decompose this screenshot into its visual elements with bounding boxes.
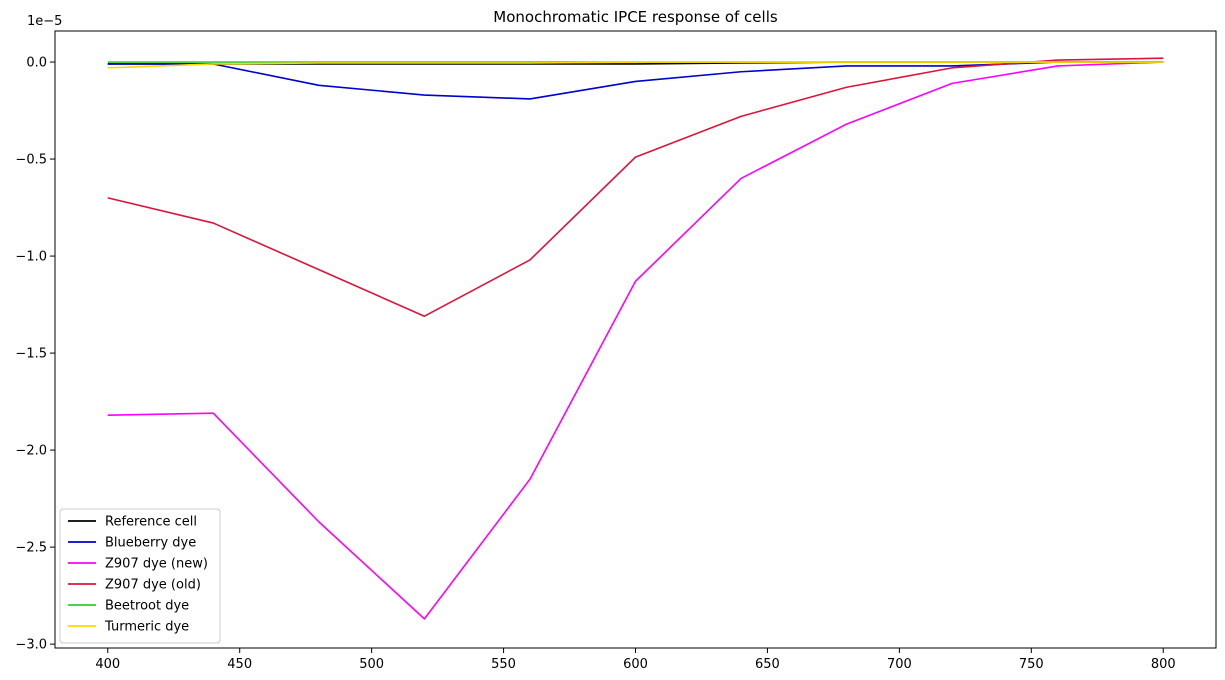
y-tick-label: 0.0 (26, 56, 47, 71)
legend-label-turmeric-dye: Turmeric dye (104, 620, 189, 635)
series-line-z907-dye-old (107, 57, 1164, 318)
chart-title: Monochromatic IPCE response of cells (493, 8, 778, 26)
x-tick-label: 450 (227, 657, 252, 672)
legend-box (59, 508, 221, 644)
x-tick-label: 700 (887, 657, 912, 672)
x-tick-label: 800 (1151, 657, 1176, 672)
plot-frame (54, 30, 1217, 649)
series-line-blueberry-dye (107, 61, 1164, 100)
y-tick-label: −1.5 (15, 347, 47, 362)
y-tick-label: −2.5 (15, 541, 47, 556)
series-line-z907-dye-new (107, 61, 1164, 620)
x-tick-label: 650 (755, 657, 780, 672)
x-tick-label: 400 (95, 657, 120, 672)
axes-layer: 400 450 500 550 600 650 700 750 800 0.0 −0.5 −1.0 −1… (15, 30, 1217, 672)
y-tick-label: −1.0 (15, 250, 47, 265)
legend-label-reference-cell: Reference cell (105, 515, 197, 530)
legend-label-blueberry-dye: Blueberry dye (105, 536, 196, 551)
x-tick-label: 750 (1019, 657, 1044, 672)
legend: Reference cell Blueberry dye Z907 dye (new… (59, 508, 221, 644)
legend-label-beetroot-dye: Beetroot dye (105, 599, 189, 614)
x-tick-label: 500 (359, 657, 384, 672)
x-tick-label: 600 (623, 657, 648, 672)
y-axis-offset-label: 1e−5 (27, 14, 62, 29)
y-tick-label: −3.0 (15, 638, 47, 653)
series-line-turmeric-dye (107, 61, 1164, 69)
legend-label-z907-dye-new: Z907 dye (new) (105, 557, 208, 572)
y-tick-label: −2.0 (15, 444, 47, 459)
series-layer (107, 57, 1164, 620)
x-tick-label: 550 (491, 657, 516, 672)
y-tick-label: −0.5 (15, 153, 47, 168)
legend-label-z907-dye-old: Z907 dye (old) (105, 578, 201, 593)
